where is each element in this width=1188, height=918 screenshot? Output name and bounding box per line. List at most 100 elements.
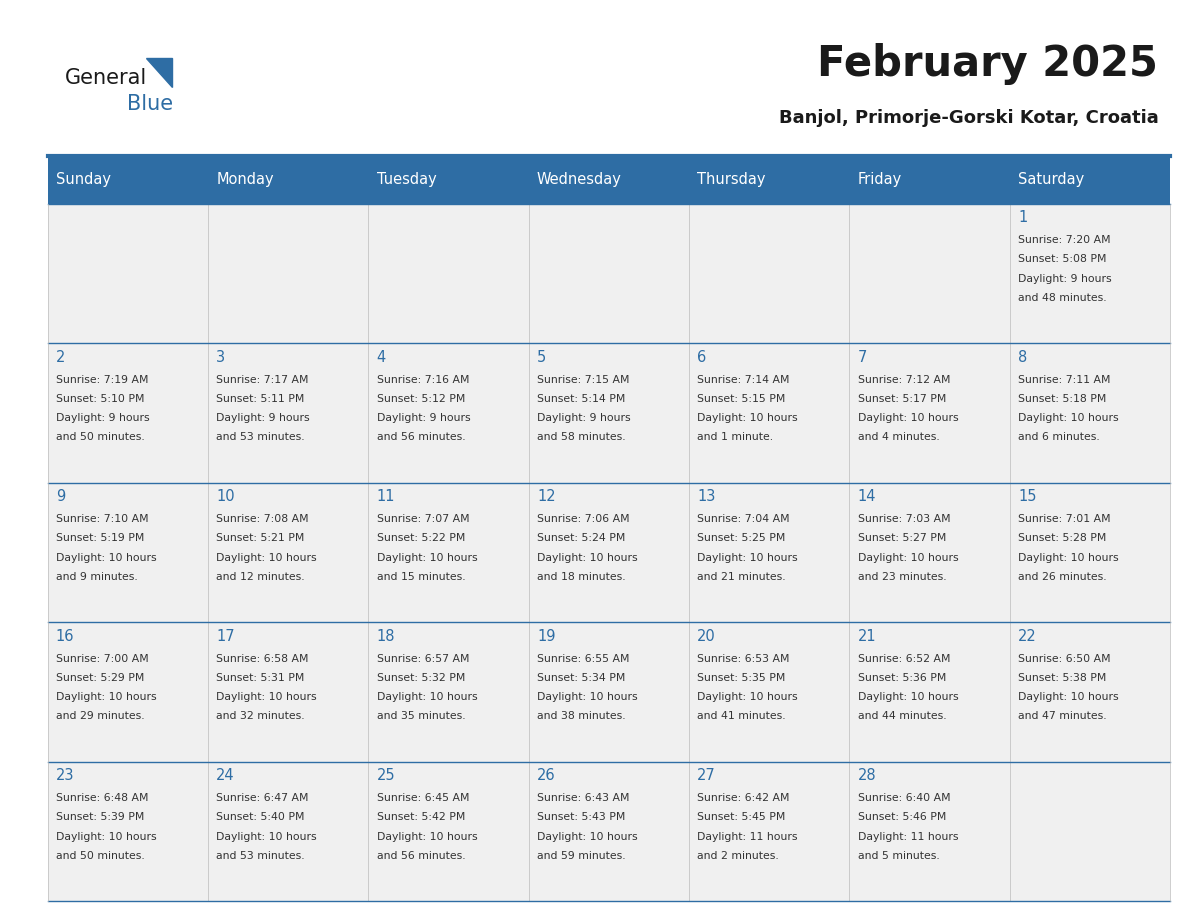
Text: Sunset: 5:28 PM: Sunset: 5:28 PM	[1018, 533, 1106, 543]
Bar	[1010, 762, 1170, 901]
Text: Daylight: 10 hours: Daylight: 10 hours	[56, 832, 157, 842]
Text: 21: 21	[858, 629, 877, 644]
Text: Sunrise: 7:14 AM: Sunrise: 7:14 AM	[697, 375, 790, 385]
Text: Sunset: 5:29 PM: Sunset: 5:29 PM	[56, 673, 144, 683]
Text: Daylight: 9 hours: Daylight: 9 hours	[537, 413, 631, 423]
Text: Sunset: 5:35 PM: Sunset: 5:35 PM	[697, 673, 785, 683]
Text: Daylight: 10 hours: Daylight: 10 hours	[216, 692, 317, 702]
Bar	[368, 343, 529, 483]
Bar	[208, 204, 368, 343]
Text: and 48 minutes.: and 48 minutes.	[1018, 293, 1107, 303]
Text: Daylight: 10 hours: Daylight: 10 hours	[537, 832, 638, 842]
Bar	[208, 343, 368, 483]
Bar	[368, 622, 529, 762]
Bar	[849, 156, 1010, 204]
Text: and 53 minutes.: and 53 minutes.	[216, 432, 305, 442]
Text: Sunrise: 7:10 AM: Sunrise: 7:10 AM	[56, 514, 148, 524]
Text: Sunset: 5:40 PM: Sunset: 5:40 PM	[216, 812, 304, 823]
Text: Sunset: 5:10 PM: Sunset: 5:10 PM	[56, 394, 144, 404]
Text: Sunrise: 7:01 AM: Sunrise: 7:01 AM	[1018, 514, 1111, 524]
Text: Sunset: 5:32 PM: Sunset: 5:32 PM	[377, 673, 465, 683]
Bar	[208, 156, 368, 204]
Text: Daylight: 10 hours: Daylight: 10 hours	[56, 692, 157, 702]
Text: Sunrise: 7:15 AM: Sunrise: 7:15 AM	[537, 375, 630, 385]
Text: and 58 minutes.: and 58 minutes.	[537, 432, 626, 442]
Text: Sunrise: 6:52 AM: Sunrise: 6:52 AM	[858, 654, 950, 664]
Text: Daylight: 10 hours: Daylight: 10 hours	[377, 832, 478, 842]
Text: Thursday: Thursday	[697, 173, 766, 187]
Bar	[849, 483, 1010, 622]
Bar	[1010, 483, 1170, 622]
Bar	[689, 343, 849, 483]
Bar	[849, 204, 1010, 343]
Text: Sunrise: 6:58 AM: Sunrise: 6:58 AM	[216, 654, 309, 664]
Text: 23: 23	[56, 768, 75, 783]
Bar	[48, 762, 208, 901]
Bar	[1010, 204, 1170, 343]
Text: 15: 15	[1018, 489, 1037, 504]
Text: and 59 minutes.: and 59 minutes.	[537, 851, 626, 861]
Bar	[368, 156, 529, 204]
Text: Sunset: 5:46 PM: Sunset: 5:46 PM	[858, 812, 946, 823]
Text: and 4 minutes.: and 4 minutes.	[858, 432, 940, 442]
Text: Sunset: 5:12 PM: Sunset: 5:12 PM	[377, 394, 465, 404]
Text: Sunrise: 6:47 AM: Sunrise: 6:47 AM	[216, 793, 309, 803]
Text: and 35 minutes.: and 35 minutes.	[377, 711, 466, 722]
Bar	[48, 483, 208, 622]
Text: 1: 1	[1018, 210, 1028, 225]
Text: Sunrise: 7:08 AM: Sunrise: 7:08 AM	[216, 514, 309, 524]
Text: Sunset: 5:18 PM: Sunset: 5:18 PM	[1018, 394, 1106, 404]
Text: Daylight: 11 hours: Daylight: 11 hours	[858, 832, 959, 842]
Text: Friday: Friday	[858, 173, 902, 187]
Text: Daylight: 10 hours: Daylight: 10 hours	[377, 553, 478, 563]
Text: Sunrise: 7:04 AM: Sunrise: 7:04 AM	[697, 514, 790, 524]
Text: Daylight: 9 hours: Daylight: 9 hours	[56, 413, 150, 423]
Text: and 32 minutes.: and 32 minutes.	[216, 711, 305, 722]
Text: Daylight: 10 hours: Daylight: 10 hours	[858, 413, 959, 423]
Text: Sunset: 5:11 PM: Sunset: 5:11 PM	[216, 394, 304, 404]
Text: Saturday: Saturday	[1018, 173, 1085, 187]
Text: 27: 27	[697, 768, 716, 783]
Text: Sunset: 5:19 PM: Sunset: 5:19 PM	[56, 533, 144, 543]
Bar	[529, 483, 689, 622]
Bar	[1010, 156, 1170, 204]
Text: 24: 24	[216, 768, 235, 783]
Text: Sunset: 5:14 PM: Sunset: 5:14 PM	[537, 394, 625, 404]
Text: 13: 13	[697, 489, 715, 504]
Text: 26: 26	[537, 768, 556, 783]
Text: Sunset: 5:34 PM: Sunset: 5:34 PM	[537, 673, 625, 683]
Text: and 41 minutes.: and 41 minutes.	[697, 711, 786, 722]
Text: and 44 minutes.: and 44 minutes.	[858, 711, 947, 722]
Text: Sunrise: 7:00 AM: Sunrise: 7:00 AM	[56, 654, 148, 664]
Bar	[48, 204, 208, 343]
Text: 10: 10	[216, 489, 235, 504]
Text: Sunrise: 6:43 AM: Sunrise: 6:43 AM	[537, 793, 630, 803]
Text: Daylight: 10 hours: Daylight: 10 hours	[697, 692, 798, 702]
Text: 3: 3	[216, 350, 226, 364]
Text: Daylight: 10 hours: Daylight: 10 hours	[697, 553, 798, 563]
Polygon shape	[146, 58, 172, 87]
Text: Tuesday: Tuesday	[377, 173, 436, 187]
Text: Sunset: 5:15 PM: Sunset: 5:15 PM	[697, 394, 785, 404]
Text: and 12 minutes.: and 12 minutes.	[216, 572, 305, 582]
Text: Sunrise: 7:12 AM: Sunrise: 7:12 AM	[858, 375, 950, 385]
Text: Daylight: 11 hours: Daylight: 11 hours	[697, 832, 798, 842]
Text: Blue: Blue	[127, 94, 173, 114]
Text: General: General	[65, 68, 147, 88]
Text: Daylight: 10 hours: Daylight: 10 hours	[537, 553, 638, 563]
Bar	[689, 483, 849, 622]
Text: and 53 minutes.: and 53 minutes.	[216, 851, 305, 861]
Text: Sunset: 5:17 PM: Sunset: 5:17 PM	[858, 394, 946, 404]
Text: Sunset: 5:24 PM: Sunset: 5:24 PM	[537, 533, 625, 543]
Bar	[529, 204, 689, 343]
Text: 25: 25	[377, 768, 396, 783]
Bar	[689, 156, 849, 204]
Text: 11: 11	[377, 489, 396, 504]
Text: and 9 minutes.: and 9 minutes.	[56, 572, 138, 582]
Text: Sunrise: 7:20 AM: Sunrise: 7:20 AM	[1018, 235, 1111, 245]
Bar	[48, 622, 208, 762]
Text: 2: 2	[56, 350, 65, 364]
Text: and 26 minutes.: and 26 minutes.	[1018, 572, 1107, 582]
Text: Daylight: 10 hours: Daylight: 10 hours	[858, 553, 959, 563]
Text: Sunrise: 7:17 AM: Sunrise: 7:17 AM	[216, 375, 309, 385]
